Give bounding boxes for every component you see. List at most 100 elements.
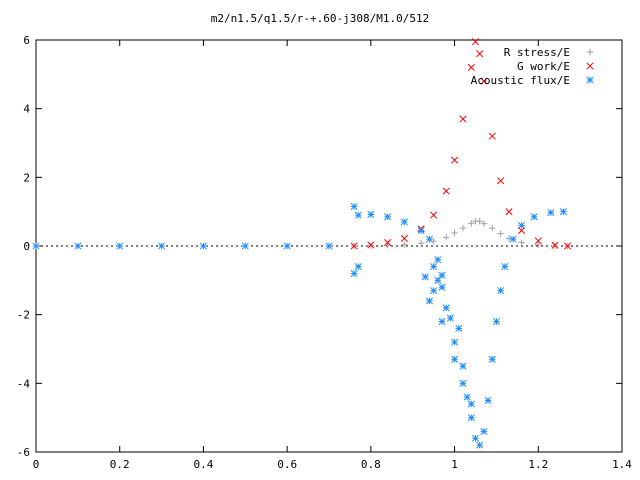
data-point-r-stress-e [451,229,458,237]
data-point-acoustic-flux-e [451,355,459,363]
data-point-r-stress-e [443,234,450,241]
data-point-acoustic-flux-e [434,256,442,264]
data-point-g-work-e [564,242,572,250]
data-point-acoustic-flux-e [442,304,450,312]
data-point-acoustic-flux-e [509,235,517,243]
legend-label: R stress/E [504,46,570,59]
data-point-acoustic-flux-e [417,226,425,235]
data-point-acoustic-flux-e [421,273,429,281]
data-point-acoustic-flux-e [425,297,434,305]
data-point-acoustic-flux-e [74,242,82,250]
data-point-acoustic-flux-e [354,263,362,271]
data-point-r-stress-e [417,240,425,247]
y-tick-label: -4 [17,377,31,390]
x-tick-label: 0 [33,458,40,471]
data-point-acoustic-flux-e [438,283,446,291]
data-point-acoustic-flux-e [241,242,249,250]
data-point-g-work-e [488,132,496,140]
data-point-acoustic-flux-e [438,317,446,326]
x-tick-label: 1.4 [612,458,632,471]
data-point-g-work-e [471,38,480,46]
data-point-acoustic-flux-e [476,441,484,449]
y-tick-label: 4 [23,103,30,116]
data-point-acoustic-flux-e [559,208,567,216]
legend-marker [586,48,594,56]
data-point-acoustic-flux-e [467,414,475,422]
data-point-r-stress-e [401,241,408,248]
legend-marker [586,76,594,84]
data-point-g-work-e [480,77,488,85]
data-point-g-work-e [451,156,459,164]
data-point-r-stress-e [476,218,483,225]
data-point-acoustic-flux-e [488,355,496,363]
data-point-acoustic-flux-e [434,276,442,284]
x-tick-label: 0.2 [110,458,130,471]
data-point-acoustic-flux-e [451,338,459,346]
data-point-g-work-e [459,115,467,123]
data-point-acoustic-flux-e [354,211,362,219]
data-point-g-work-e [534,237,542,245]
data-point-g-work-e [505,208,513,216]
data-point-acoustic-flux-e [467,400,475,408]
data-point-acoustic-flux-e [199,242,207,250]
data-point-acoustic-flux-e [547,209,555,217]
data-point-r-stress-e [480,220,488,227]
data-point-g-work-e [400,234,408,243]
y-tick-label: -6 [17,446,30,459]
y-tick-label: 2 [23,171,30,184]
x-tick-label: 0.4 [193,458,213,471]
data-point-r-stress-e [468,220,475,227]
data-point-acoustic-flux-e [463,393,471,401]
data-point-acoustic-flux-e [492,317,500,326]
data-point-acoustic-flux-e [484,396,492,405]
data-point-acoustic-flux-e [438,271,446,279]
data-point-r-stress-e [505,235,513,242]
data-point-acoustic-flux-e [455,324,463,332]
data-point-r-stress-e [535,241,542,249]
data-point-acoustic-flux-e [367,210,375,218]
data-point-acoustic-flux-e [400,218,408,226]
data-point-r-stress-e [489,224,496,232]
x-tick-label: 1.2 [528,458,548,471]
data-point-r-stress-e [459,224,467,232]
data-point-acoustic-flux-e [384,213,392,221]
data-point-acoustic-flux-e [459,362,467,370]
data-point-acoustic-flux-e [480,427,488,435]
data-point-g-work-e [442,187,450,195]
data-point-acoustic-flux-e [325,242,333,250]
data-point-acoustic-flux-e [425,235,434,243]
x-tick-label: 0.8 [361,458,381,471]
x-tick-label: 0.6 [277,458,297,471]
x-tick-label: 1 [451,458,458,471]
y-tick-label: 0 [23,240,30,253]
data-point-acoustic-flux-e [430,263,438,271]
data-point-acoustic-flux-e [158,242,166,250]
data-point-g-work-e [384,239,392,247]
data-point-g-work-e [367,241,375,249]
data-point-acoustic-flux-e [459,379,467,387]
legend-marker [586,62,594,70]
data-point-acoustic-flux-e [501,263,509,271]
legend-label: G work/E [517,60,570,73]
data-point-g-work-e [430,211,438,219]
data-point-g-work-e [497,177,505,185]
data-point-acoustic-flux-e [530,213,538,221]
chart-title: m2/n1.5/q1.5/r-+.60-j308/M1.0/512 [211,12,430,25]
y-tick-label: 6 [23,34,30,47]
data-point-acoustic-flux-e [283,242,291,250]
data-point-acoustic-flux-e [350,202,358,211]
data-point-acoustic-flux-e [350,269,358,278]
data-point-g-work-e [476,50,484,58]
data-point-acoustic-flux-e [116,242,124,250]
data-point-acoustic-flux-e [471,434,480,442]
data-point-g-work-e [467,63,475,72]
data-point-g-work-e [350,242,358,250]
data-point-r-stress-e [518,239,525,246]
y-tick-label: -2 [17,309,30,322]
data-point-g-work-e [551,241,559,249]
data-point-acoustic-flux-e [517,221,526,229]
data-point-acoustic-flux-e [430,287,438,295]
data-point-acoustic-flux-e [497,287,505,295]
data-point-g-work-e [517,226,526,235]
